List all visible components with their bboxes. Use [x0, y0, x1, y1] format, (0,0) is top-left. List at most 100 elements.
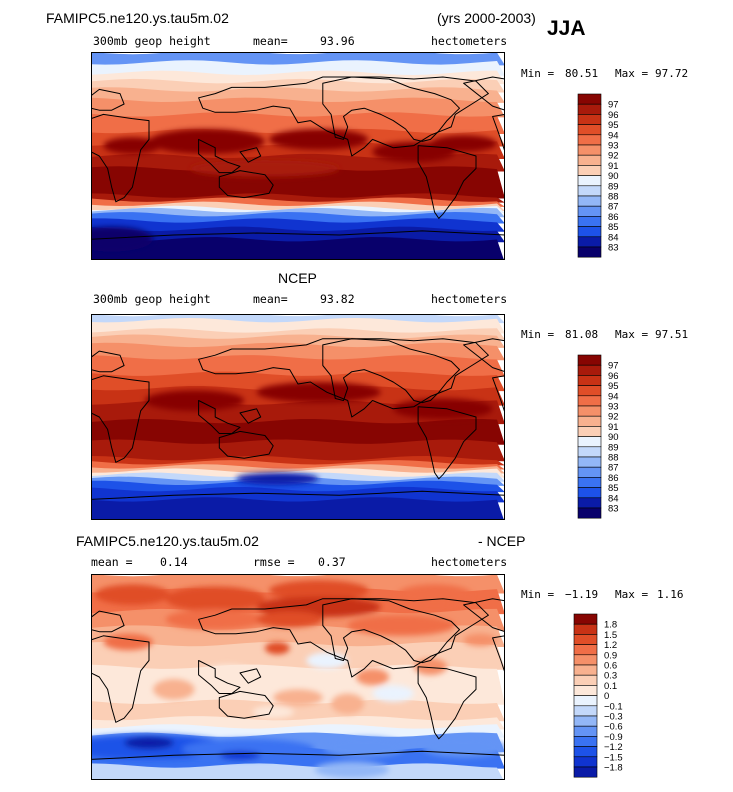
panel1-title: FAMIPC5.ne120.ys.tau5m.02 [46, 10, 229, 26]
colorbar-swatch [573, 736, 598, 747]
years-label: (yrs 2000-2003) [437, 10, 536, 26]
colorbar-swatch [573, 664, 598, 676]
colorbar-tick-label: −1.2 [604, 742, 623, 753]
panel1-max-label: Max = [615, 67, 649, 80]
panel2-mean-value: 93.82 [320, 292, 355, 306]
map-2-band [91, 699, 505, 722]
colorbar-swatch [577, 246, 602, 258]
colorbar-swatch [577, 93, 602, 105]
colorbar-tick-label: 83 [608, 242, 619, 253]
colorbar-swatch [577, 154, 602, 166]
map-2-contour [322, 736, 406, 758]
colorbar-swatch [577, 415, 602, 427]
colorbar-tick-label: 96 [608, 110, 619, 121]
map-2-contour [252, 705, 294, 719]
map-1-contour [144, 390, 245, 411]
map-2-contour [219, 751, 261, 760]
map-2-contour [264, 641, 290, 655]
map-2-contour [165, 586, 265, 612]
map-2-contour [165, 609, 265, 630]
colorbar-tick-label: 86 [608, 212, 619, 223]
colorbar-swatch [577, 364, 602, 376]
colorbar-swatch [573, 766, 598, 778]
map-2-contour [124, 736, 174, 750]
colorbar-tick-label: 97 [608, 100, 619, 111]
colorbar-swatch [577, 226, 602, 238]
colorbar-tick-label: 86 [608, 473, 619, 484]
colorbar-tick-label: −0.6 [604, 722, 623, 733]
panel3-rmse-value: 0.37 [318, 555, 346, 569]
map-1-contour [235, 472, 319, 485]
map-2-band [91, 641, 505, 670]
colorbar-swatch [577, 375, 602, 386]
panel2-min-label: Min = [521, 328, 555, 341]
panel3-units: hectometers [431, 555, 508, 569]
panel3-min-value: −1.19 [565, 588, 599, 601]
colorbar-tick-label: −0.9 [604, 732, 623, 743]
colorbar-tick-label: 90 [608, 432, 619, 443]
map-1-contour [256, 381, 381, 403]
map-0-band [91, 78, 505, 93]
colorbar-swatch [573, 654, 598, 666]
colorbar-swatch [573, 715, 598, 727]
colorbar-swatch [577, 477, 602, 488]
colorbar-tick-label: −1.5 [604, 752, 623, 763]
map-2-contour [372, 685, 414, 702]
map-0-band [91, 97, 505, 118]
colorbar-tick-label: 87 [608, 463, 619, 474]
panel2-max-label: Max = [615, 328, 649, 341]
map-2-contour [256, 611, 323, 628]
panel3-colorbar: 1.8 1.5 1.2 0.9 0.6 0.3 0.1 0 −0.1 −0.3 −0.6 −0.9 −1… [573, 613, 634, 781]
colorbar-tick-label: 88 [608, 452, 619, 463]
colorbar-tick-label: 0.6 [604, 660, 617, 671]
colorbar-swatch [577, 456, 602, 468]
map-2-contour [153, 679, 195, 700]
colorbar-tick-label: 92 [608, 151, 619, 162]
colorbar-swatch [577, 124, 602, 136]
map-0-contour [148, 128, 265, 154]
map-2-band [91, 724, 505, 738]
map-2-contour [273, 689, 323, 706]
panel1-min-value: 80.51 [565, 67, 599, 80]
map-0-band [91, 60, 505, 76]
panel3-mean-label: mean = [91, 555, 133, 569]
colorbar-tick-label: 96 [608, 371, 619, 382]
map-2-contour [331, 693, 365, 715]
colorbar-tick-label: 89 [608, 181, 619, 192]
map-2-contour [269, 580, 369, 601]
map-2-coastlines [91, 598, 505, 780]
colorbar-tick-label: 90 [608, 171, 619, 182]
panel3-map [91, 574, 505, 780]
map-0-contour [269, 128, 369, 150]
colorbar-tick-label: 93 [608, 140, 619, 151]
map-1-band [91, 328, 505, 340]
season-label: JJA [547, 17, 586, 40]
colorbar-swatch [573, 705, 598, 717]
panel1-max-value: 97.72 [655, 67, 689, 80]
colorbar-swatch [577, 114, 602, 125]
colorbar-swatch [573, 644, 598, 656]
map-0-svg [91, 52, 505, 260]
colorbar-tick-label: 1.2 [604, 640, 617, 651]
map-1-svg [91, 314, 505, 520]
colorbar-tick-label: 87 [608, 202, 619, 213]
colorbar-swatch [577, 395, 602, 407]
map-1-band [91, 355, 505, 377]
map-0-contour [430, 135, 497, 152]
colorbar-swatch [573, 674, 598, 686]
colorbar-tick-label: 95 [608, 120, 619, 131]
colorbar-swatch [573, 695, 598, 707]
panel2-mean-label: mean= [253, 292, 288, 306]
colorbar-swatch [577, 436, 602, 448]
colorbar-tick-label: 1.8 [604, 620, 617, 631]
panel3-min-label: Min = [521, 588, 555, 601]
map-2-contour [306, 652, 348, 669]
panel1-mean-value: 93.96 [320, 34, 355, 48]
panel1-map [91, 52, 505, 260]
colorbar-swatch [577, 497, 602, 509]
map-1-band [91, 497, 504, 520]
panel2-map [91, 314, 505, 520]
colorbar-tick-label: 91 [608, 422, 619, 433]
map-0-contour [103, 137, 162, 154]
panel2-units: hectometers [431, 292, 508, 306]
